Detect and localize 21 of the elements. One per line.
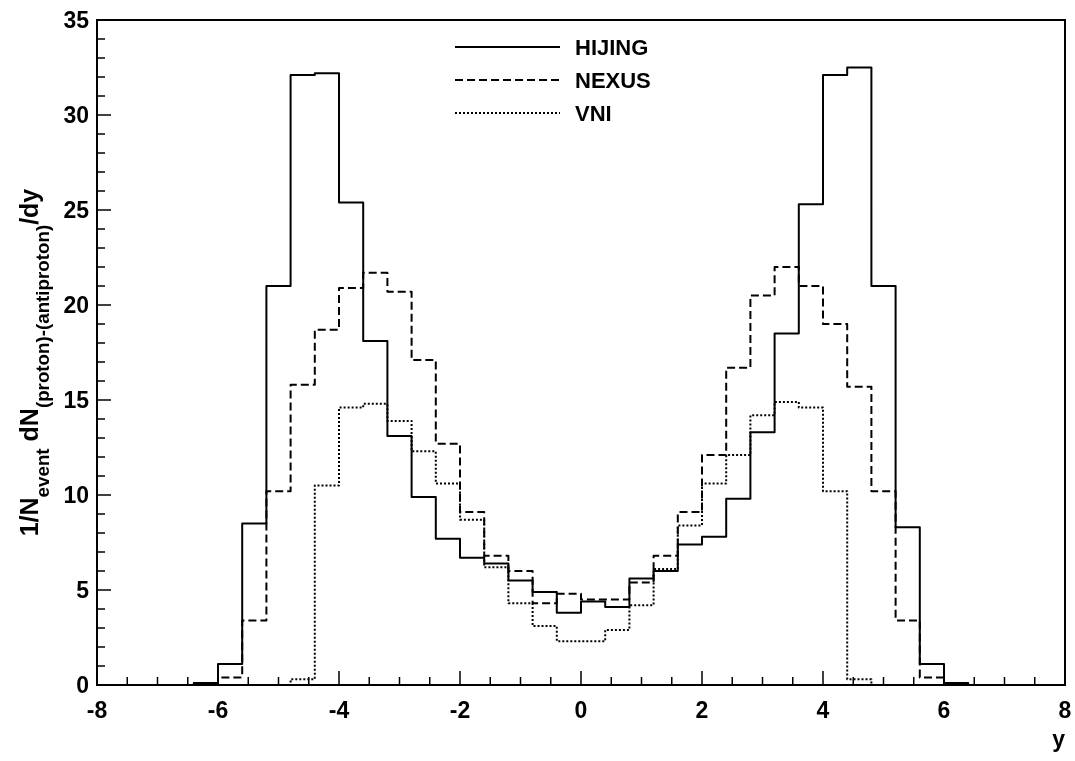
y-tick-label: 10 (63, 482, 89, 509)
x-tick-label: -4 (328, 697, 350, 723)
legend-label: HIJING (575, 34, 649, 60)
y-tick-label: 20 (63, 292, 89, 319)
x-tick-label: 8 (1058, 697, 1072, 723)
legend-label: VNI (575, 100, 612, 126)
y-tick-label: 0 (76, 672, 89, 699)
x-tick-label: 0 (574, 697, 588, 723)
x-tick-label: 2 (695, 697, 709, 723)
x-tick-label: -2 (449, 697, 471, 723)
x-tick-label: 6 (937, 697, 951, 723)
y-tick-label: 30 (63, 102, 89, 129)
y-tick-label: 5 (76, 577, 90, 604)
x-tick-label: -6 (207, 697, 229, 723)
x-tick-label: 4 (816, 697, 830, 723)
y-tick-label: 35 (63, 7, 90, 34)
y-tick-label: 15 (63, 387, 90, 414)
x-axis-title: y (1052, 726, 1066, 752)
x-tick-label: -8 (86, 697, 108, 723)
legend-label: NEXUS (575, 67, 651, 93)
y-tick-label: 25 (63, 197, 90, 224)
